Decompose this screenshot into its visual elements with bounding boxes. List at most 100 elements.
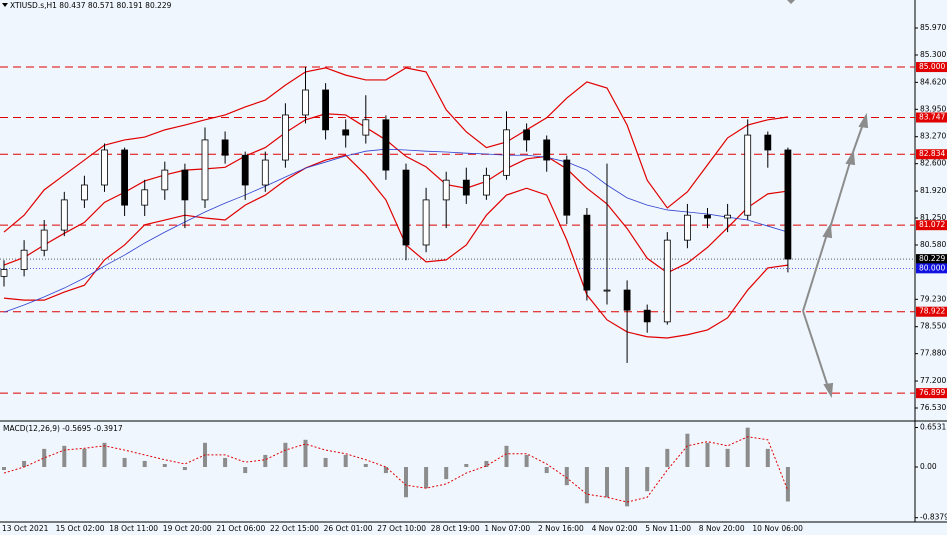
candle-body bbox=[382, 119, 390, 171]
candle-body bbox=[20, 249, 28, 270]
level-label-box bbox=[916, 220, 947, 231]
arrow-head bbox=[858, 112, 869, 129]
macd-bar bbox=[62, 445, 67, 468]
x-tick-label: 18 Oct 11:00 bbox=[109, 524, 158, 533]
macd-bar bbox=[102, 442, 107, 468]
y-tick-label: 81.920 bbox=[920, 186, 946, 195]
macd-bar bbox=[584, 467, 589, 504]
candle-body bbox=[181, 169, 189, 201]
title-marker bbox=[2, 3, 8, 7]
candle-body bbox=[462, 179, 470, 196]
forecast-arrows bbox=[787, 0, 869, 399]
y-tick-label: 81.250 bbox=[920, 213, 946, 222]
candle-body bbox=[784, 149, 792, 260]
indicator-line bbox=[3, 154, 788, 339]
y-tick-label: 82.600 bbox=[920, 159, 946, 168]
x-tick-label: 19 Oct 20:00 bbox=[163, 524, 212, 533]
candle-body bbox=[40, 229, 48, 251]
macd-bar bbox=[785, 467, 790, 502]
x-tick-label: 5 Nov 11:00 bbox=[645, 524, 691, 533]
macd-bar bbox=[665, 448, 670, 468]
candle-body bbox=[322, 89, 330, 131]
arrow-line bbox=[851, 123, 864, 156]
macd-bar bbox=[464, 463, 469, 468]
macd-bar bbox=[303, 439, 308, 468]
macd-bar bbox=[22, 460, 27, 468]
macd-bar bbox=[404, 467, 408, 498]
macd-bar bbox=[745, 427, 750, 468]
level-label: 82.834 bbox=[919, 149, 945, 158]
y-tick-label: 77.880 bbox=[920, 349, 946, 358]
y-tick-label: 83.950 bbox=[920, 104, 946, 113]
candle-body bbox=[764, 134, 772, 151]
candle-body bbox=[241, 154, 249, 186]
indicator-line bbox=[3, 113, 788, 274]
macd-bar bbox=[444, 467, 449, 480]
candle-body bbox=[583, 214, 591, 291]
candle-body bbox=[261, 159, 269, 186]
candle-body bbox=[362, 119, 370, 136]
macd-title: MACD(12,26,9) -0.5695 -0.3917 bbox=[3, 424, 123, 433]
macd-bar bbox=[383, 467, 388, 474]
candle-body bbox=[704, 214, 711, 219]
macd-bar bbox=[725, 448, 730, 468]
candle-body bbox=[60, 199, 68, 231]
level-label-box bbox=[916, 149, 947, 160]
candle-body bbox=[684, 214, 691, 241]
candle-body bbox=[482, 174, 490, 196]
candle-body bbox=[302, 89, 309, 116]
candle-body bbox=[744, 134, 752, 216]
candle-body bbox=[663, 239, 671, 323]
price-label: 80.229 bbox=[919, 254, 945, 263]
macd-bar bbox=[283, 442, 288, 468]
macd-bar bbox=[182, 467, 187, 471]
macd-bar bbox=[263, 454, 268, 468]
candle-body bbox=[281, 114, 289, 161]
macd-bar bbox=[162, 463, 167, 468]
macd-bar bbox=[363, 463, 368, 468]
candle-body bbox=[603, 289, 611, 292]
x-tick-label: 1 Nov 07:00 bbox=[484, 524, 530, 533]
y-tick-label: 85.970 bbox=[920, 23, 946, 32]
macd-bar bbox=[142, 460, 147, 468]
y-tick-label: 76.530 bbox=[920, 403, 946, 412]
x-tick-label: 27 Oct 10:00 bbox=[377, 524, 426, 533]
price-label-box bbox=[916, 254, 947, 265]
x-tick-label: 4 Nov 02:00 bbox=[592, 524, 638, 533]
level-label-box bbox=[916, 112, 947, 123]
macd-bar bbox=[223, 457, 228, 468]
macd-bar bbox=[544, 467, 549, 474]
macd-bar bbox=[524, 454, 529, 468]
y-tick-label: 0.6531 bbox=[920, 423, 946, 432]
candle-body bbox=[442, 179, 450, 201]
macd-bar bbox=[605, 467, 609, 498]
macd-bar bbox=[625, 467, 630, 507]
macd-bar bbox=[705, 442, 710, 468]
y-tick-label: 78.550 bbox=[920, 322, 946, 331]
candle-body bbox=[523, 129, 530, 141]
candle-body bbox=[342, 129, 350, 136]
arrow-head bbox=[823, 382, 834, 399]
candle-body bbox=[503, 129, 510, 176]
level-label: 76.899 bbox=[919, 388, 945, 397]
macd-bar bbox=[484, 460, 489, 468]
arrow-line bbox=[802, 233, 828, 312]
x-tick-label: 2 Nov 16:00 bbox=[538, 524, 584, 533]
indicator-line bbox=[3, 67, 788, 233]
macd-bar bbox=[82, 448, 87, 468]
x-tick-label: 13 Oct 2021 bbox=[2, 524, 49, 533]
macd-bar bbox=[564, 467, 569, 486]
price-label-box bbox=[916, 263, 947, 274]
x-tick-label: 21 Oct 06:00 bbox=[216, 524, 265, 533]
macd-bar bbox=[122, 457, 127, 468]
y-tick-label: -0.8379 bbox=[920, 513, 947, 522]
macd-panel: MACD(12,26,9) -0.5695 -0.3917 0.6531 0.00 -… bbox=[2, 423, 947, 522]
y-tick-label: 83.270 bbox=[920, 132, 946, 141]
x-tick-label: 28 Oct 19:00 bbox=[431, 524, 480, 533]
level-label-box bbox=[916, 306, 947, 317]
candle-body bbox=[422, 199, 430, 246]
level-label: 81.072 bbox=[919, 220, 945, 229]
